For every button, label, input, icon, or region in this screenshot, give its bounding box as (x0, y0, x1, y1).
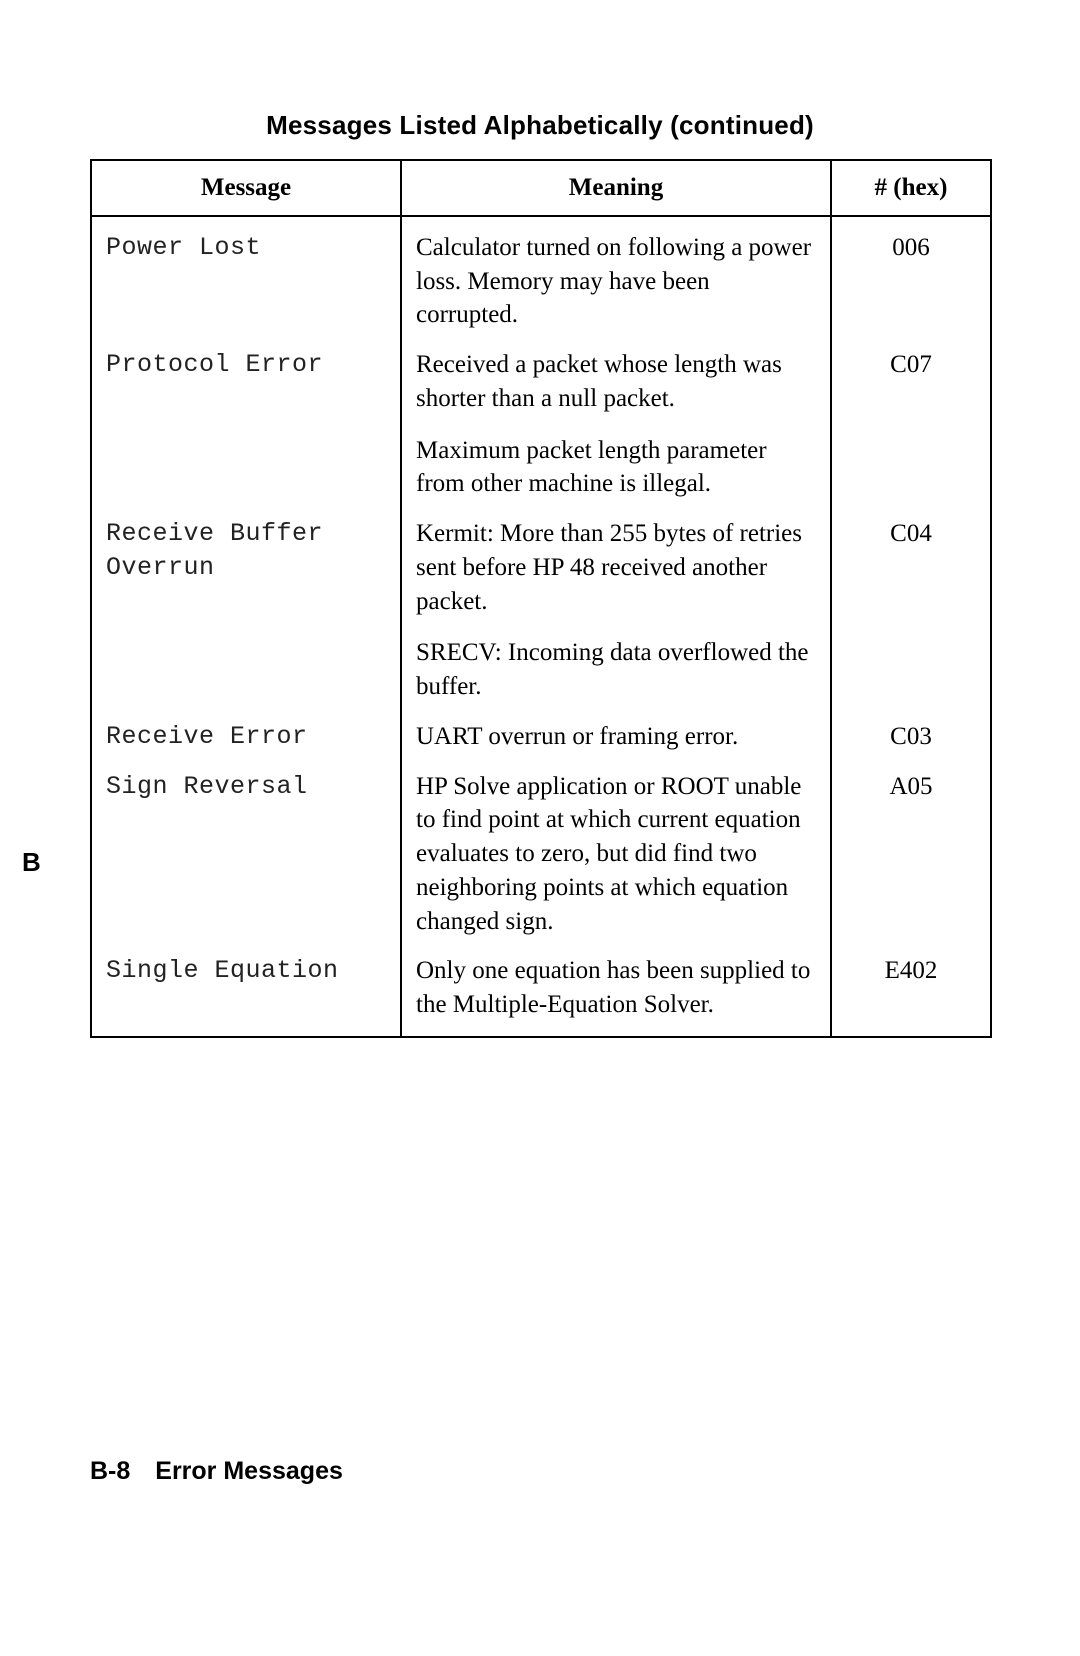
cell-message: Receive BufferOverrun (91, 509, 401, 712)
table-row: Receive BufferOverrunKermit: More than 2… (91, 509, 991, 712)
cell-message: Power Lost (91, 216, 401, 340)
table-row: Power Lost Calculator turned on following… (91, 216, 991, 340)
cell-meaning: UART overrun or framing error. (401, 712, 831, 762)
cell-meaning: HP Solve application or ROOT unable to f… (401, 762, 831, 947)
cell-message: Sign Reversal (91, 762, 401, 947)
page: Messages Listed Alphabetically (continue… (0, 0, 1080, 1656)
page-footer: B-8 Error Messages (90, 1457, 343, 1486)
cell-hex: C03 (831, 712, 991, 762)
error-table: Message Meaning # (hex) Power Lost Calcul… (90, 159, 992, 1038)
table-row: Single Equation Only one equation has bee… (91, 946, 991, 1037)
table-row: Receive Error UART overrun or framing err… (91, 712, 991, 762)
cell-meaning: Kermit: More than 255 bytes of retries s… (401, 509, 831, 712)
message-line: Receive Error (106, 720, 386, 754)
cell-meaning: Received a packet whose length was short… (401, 340, 831, 509)
meaning-paragraph: Kermit: More than 255 bytes of retries s… (416, 517, 816, 618)
message-line: Protocol Error (106, 348, 386, 382)
cell-hex: A05 (831, 762, 991, 947)
meaning-paragraph: Received a packet whose length was short… (416, 348, 816, 416)
table-row: Protocol Error Received a packet whose le… (91, 340, 991, 509)
meaning-paragraph: Only one equation has been supplied to t… (416, 954, 816, 1022)
meaning-paragraph: SRECV: Incoming data overflowed the buff… (416, 636, 816, 704)
message-line: Single Equation (106, 954, 386, 988)
cell-meaning: Calculator turned on following a power l… (401, 216, 831, 340)
message-line: Sign Reversal (106, 770, 386, 804)
cell-hex: C04 (831, 509, 991, 712)
message-line: Overrun (106, 551, 386, 585)
cell-hex: E402 (831, 946, 991, 1037)
meaning-paragraph: Calculator turned on following a power l… (416, 231, 816, 332)
cell-message: Single Equation (91, 946, 401, 1037)
table-row: Sign Reversal HP Solve application or ROO… (91, 762, 991, 947)
col-meaning: Meaning (401, 160, 831, 216)
table-body: Power Lost Calculator turned on following… (91, 216, 991, 1037)
message-line: Power Lost (106, 231, 386, 265)
page-title: Messages Listed Alphabetically (continue… (90, 110, 990, 141)
cell-hex: 006 (831, 216, 991, 340)
message-line: Receive Buffer (106, 517, 386, 551)
cell-message: Receive Error (91, 712, 401, 762)
cell-hex: C07 (831, 340, 991, 509)
table-header-row: Message Meaning # (hex) (91, 160, 991, 216)
col-message: Message (91, 160, 401, 216)
section-marker: B (22, 847, 41, 878)
cell-meaning: Only one equation has been supplied to t… (401, 946, 831, 1037)
col-hex: # (hex) (831, 160, 991, 216)
meaning-paragraph: UART overrun or framing error. (416, 720, 816, 754)
table-wrap: Message Meaning # (hex) Power Lost Calcul… (90, 159, 990, 1038)
meaning-paragraph: HP Solve application or ROOT unable to f… (416, 770, 816, 939)
meaning-paragraph: Maximum packet length parameter from oth… (416, 434, 816, 502)
cell-message: Protocol Error (91, 340, 401, 509)
